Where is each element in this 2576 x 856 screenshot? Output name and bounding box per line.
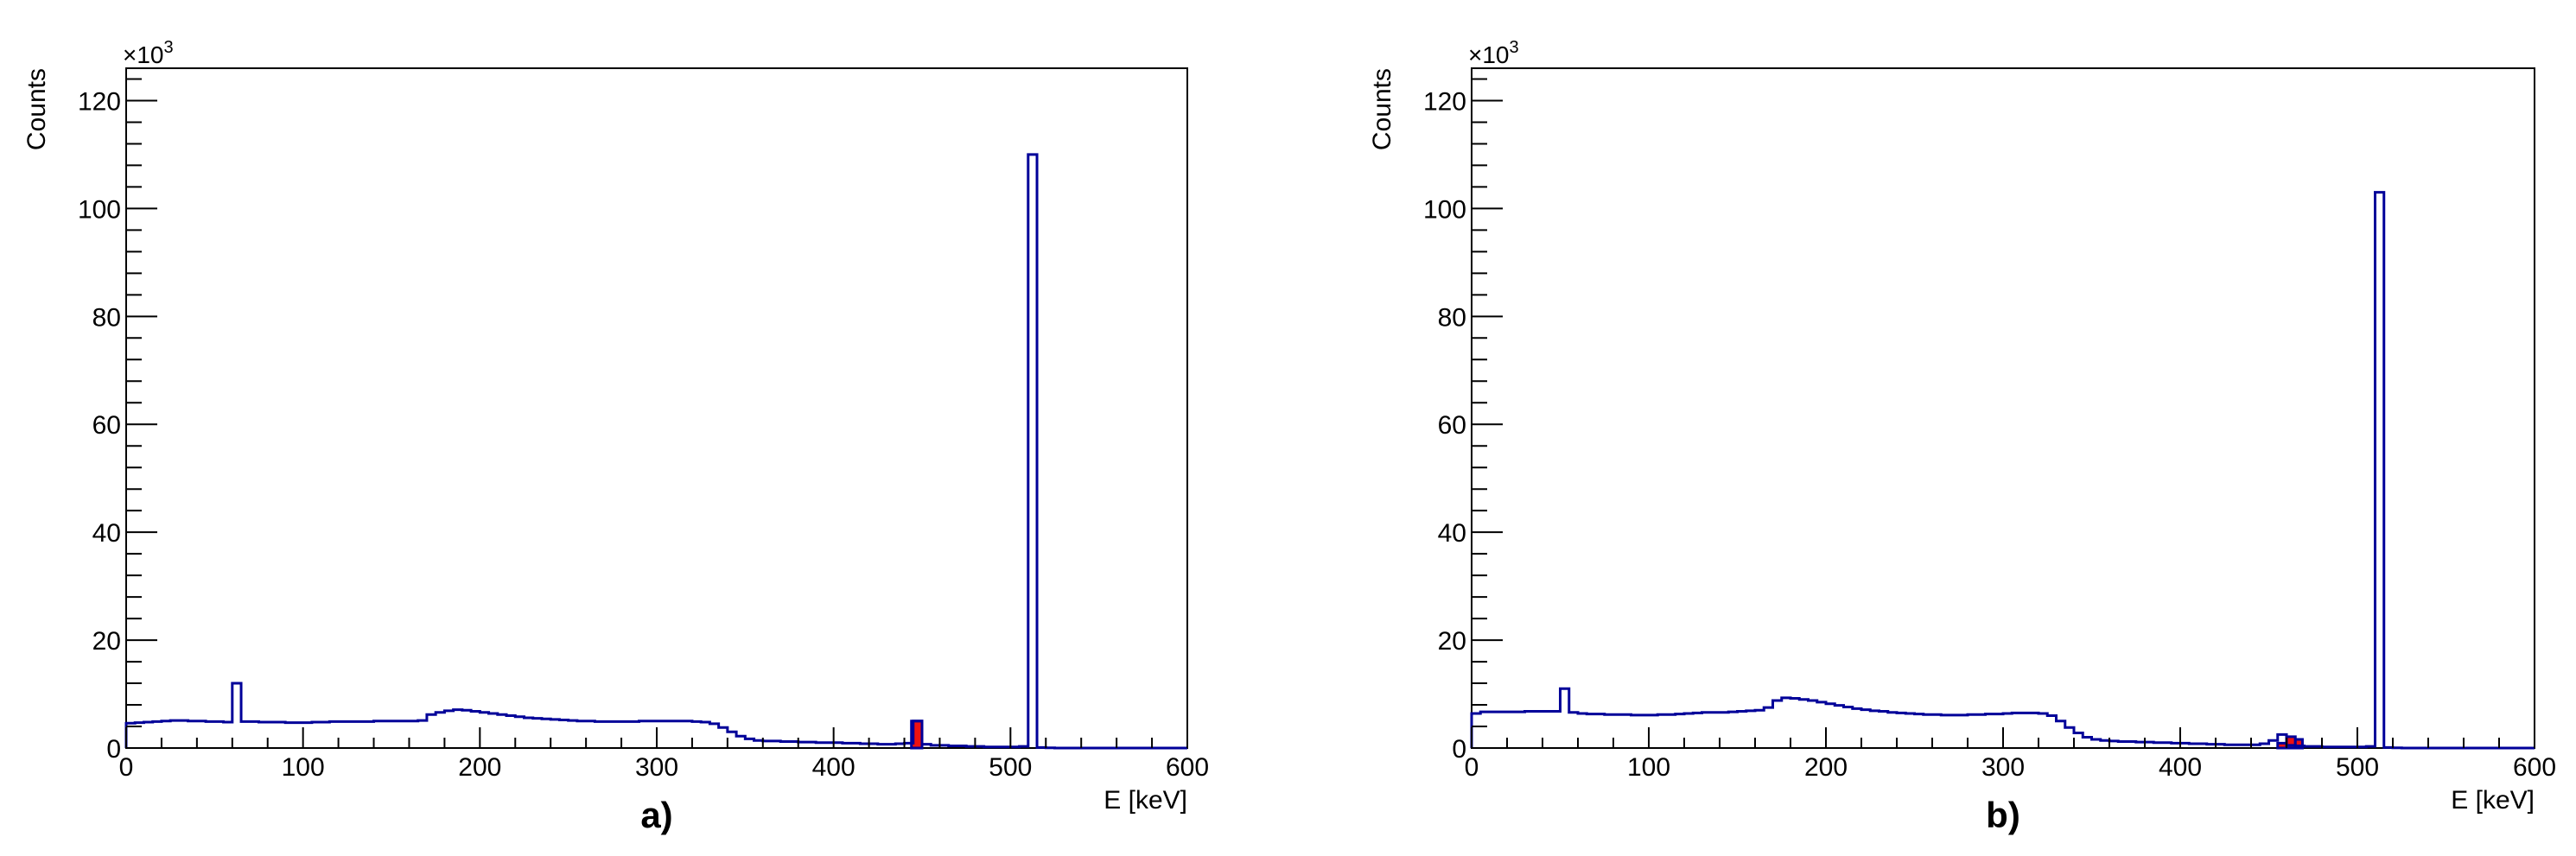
y-tick-label: 100 [78,195,121,224]
x-tick-label: 200 [1804,753,1848,782]
y-tick-label: 120 [1423,87,1466,116]
x-tick-label: 300 [635,753,678,782]
y-tick-label: 40 [1438,519,1466,548]
highlight-bin-2 [2293,738,2304,750]
histogram-series-line [124,153,1187,750]
y-tick-label: 20 [92,627,121,656]
y-tick-label: 80 [92,303,121,332]
x-tick-label: 100 [282,753,325,782]
y-tick-label: 60 [92,411,121,440]
x-tick-label: 300 [1981,753,2025,782]
x-tick-label: 500 [2336,753,2379,782]
histogram-series-line [1470,191,2535,750]
x-tick-label: 600 [2513,753,2556,782]
panel-caption: b) [1986,795,2020,835]
y-tick-label: 100 [1423,195,1466,224]
y-axis-title: Counts [22,68,51,150]
histogram-panel-a: 0 100 200 300 400 500 600 0 20 40 60 80 100 120×103 E … [22,38,1209,835]
x-tick-label: 400 [812,753,855,782]
x-tick-label: 600 [1166,753,1209,782]
y-tick-label: 60 [1438,411,1466,440]
x-axis-title: E [keV] [2451,786,2535,815]
x-tick-label: 500 [989,753,1032,782]
panel-caption: a) [640,795,672,835]
x-tick-label: 200 [458,753,501,782]
x-tick-label: 0 [119,753,134,782]
y-axis-multiplier: ×103 [1468,38,1519,68]
y-tick-label: 80 [1438,303,1466,332]
y-tick-label: 40 [92,519,121,548]
y-tick-label: 120 [78,87,121,116]
highlight-bin-0 [2276,741,2288,750]
x-tick-label: 400 [2159,753,2202,782]
x-tick-label: 100 [1627,753,1670,782]
y-axis-multiplier: ×103 [123,38,174,68]
y-tick-label: 0 [1452,735,1466,764]
y-tick-label: 0 [106,735,121,764]
x-axis-title: E [keV] [1104,786,1187,815]
x-tick-label: 0 [1465,753,1479,782]
y-tick-label: 20 [1438,627,1466,656]
histogram-panel-b: 0 100 200 300 400 500 600 0 20 40 60 80 100 120×103 E … [1368,38,2556,835]
y-axis-title: Counts [1368,68,1396,150]
